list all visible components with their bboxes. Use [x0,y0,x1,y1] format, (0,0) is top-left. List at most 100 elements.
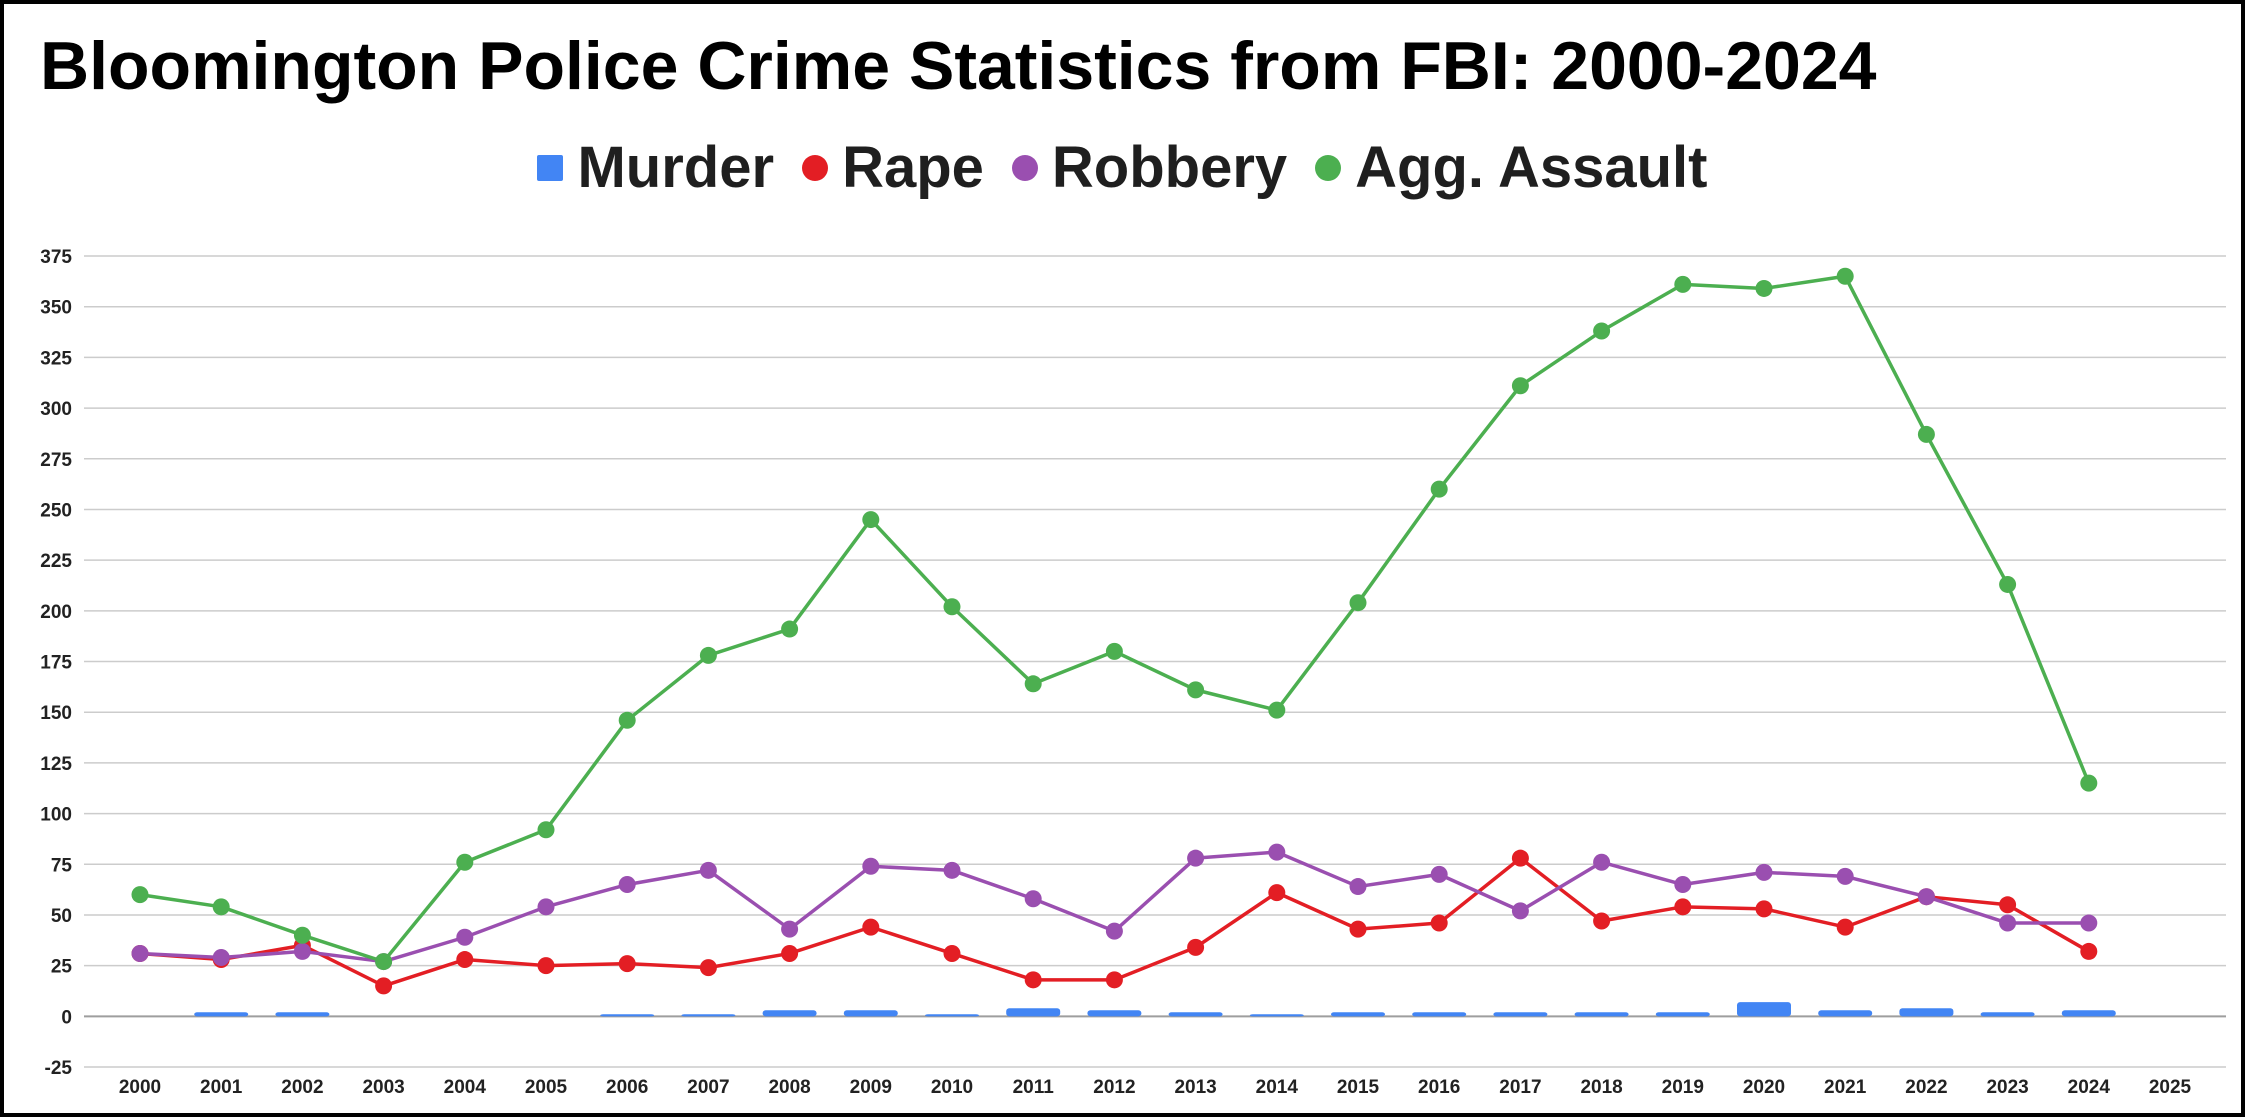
point-agg-assault [2080,774,2098,792]
point-robbery [1268,843,1286,861]
point-rape [1430,914,1448,932]
legend-item-agg-assault: Agg. Assault [1315,134,1708,201]
point-robbery [293,942,311,960]
point-robbery [1349,878,1367,896]
x-tick-label: 2024 [2068,1077,2111,1098]
murder-bar [681,1014,736,1017]
murder-bar [275,1012,330,1017]
murder-bars [194,1002,2116,1017]
x-tick-label: 2011 [1013,1077,1055,1098]
x-tick-label: 2001 [200,1077,243,1098]
x-tick-label: 2019 [1662,1077,1704,1098]
murder-bar [1655,1012,1710,1017]
series-lines [139,274,2091,988]
point-robbery [1024,890,1042,908]
y-tick-label: 325 [40,348,72,369]
point-robbery [212,949,230,967]
legend-label-robbery: Robbery [1051,135,1288,200]
murder-bar [843,1010,898,1017]
y-tick-label: 50 [51,906,72,927]
murder-bar [1006,1008,1061,1017]
point-rape [375,977,393,995]
point-robbery [2080,914,2098,932]
murder-bar [1493,1012,1548,1017]
point-rape [618,955,636,973]
y-tick-label: 100 [40,805,72,826]
x-tick-label: 2006 [606,1077,648,1098]
point-robbery [618,876,636,894]
point-robbery [1917,888,1935,906]
chart-title: Bloomington Police Crime Statistics from… [40,28,1877,104]
point-rape [1349,920,1367,938]
point-agg-assault [699,646,717,664]
legend-swatch-murder [537,154,564,181]
point-agg-assault [618,711,636,729]
point-robbery [1593,853,1611,871]
series-points [131,267,2098,995]
y-tick-label: -25 [45,1058,73,1079]
point-rape [1511,849,1529,867]
y-tick-label: 0 [61,1007,72,1028]
murder-bar [762,1010,817,1017]
murder-bar [1899,1008,1954,1017]
legend-item-rape: Rape [802,134,984,201]
murder-bar [600,1014,655,1017]
y-tick-label: 125 [40,754,72,775]
point-agg-assault [862,511,880,529]
line-agg-assault [139,274,2091,964]
point-rape [1999,896,2017,914]
legend-swatch-robbery [1011,154,1038,181]
point-robbery [1755,863,1773,881]
point-rape [1836,918,1854,936]
point-agg-assault [1349,594,1367,612]
point-agg-assault [1593,322,1611,340]
point-robbery [537,898,555,916]
murder-bar [1737,1002,1791,1017]
y-tick-label: 300 [40,399,72,420]
point-rape [781,944,799,962]
y-tick-label: 75 [51,855,73,876]
legend-label-rape: Rape [842,135,984,200]
point-rape [1105,971,1123,989]
y-tick-label: 25 [51,957,73,978]
x-tick-label: 2000 [119,1077,161,1098]
line-robbery [139,850,2089,964]
murder-bar [1168,1012,1223,1017]
x-tick-label: 2010 [931,1077,973,1098]
legend-label-agg-assault: Agg. Assault [1355,135,1708,200]
point-rape [943,944,961,962]
x-axis-ticks: 2000 2001 2002 2003 2004 2005 2006 2007 2008 2009… [119,1077,2192,1098]
x-tick-label: 2017 [1499,1077,1541,1098]
x-tick-label: 2013 [1174,1077,1216,1098]
point-agg-assault [1755,279,1773,297]
y-tick-label: 150 [40,703,72,724]
point-agg-assault [943,598,961,616]
y-tick-label: 275 [40,450,72,471]
point-agg-assault [1836,267,1854,285]
legend-label-murder: Murder [577,135,775,200]
x-tick-label: 2004 [444,1077,487,1098]
murder-bar [1574,1012,1629,1017]
point-agg-assault [1674,275,1692,293]
murder-bar [1818,1010,1873,1017]
point-agg-assault [212,898,230,916]
point-agg-assault [131,886,149,904]
point-agg-assault [537,821,555,839]
point-rape [2080,942,2098,960]
point-robbery [1430,865,1448,883]
point-agg-assault [456,853,474,871]
legend-item-robbery: Robbery [1011,134,1288,201]
x-tick-label: 2023 [1986,1077,2028,1098]
y-tick-label: 200 [40,602,72,623]
murder-bar [194,1012,249,1017]
x-tick-label: 2022 [1905,1077,1947,1098]
murder-bar [1249,1014,1304,1017]
y-tick-label: 225 [40,551,72,572]
gridlines [84,255,2226,1068]
point-agg-assault [1917,425,1935,443]
point-robbery [1511,902,1529,920]
point-rape [1593,912,1611,930]
legend-item-murder: Murder [537,134,774,201]
point-robbery [1999,914,2017,932]
point-agg-assault [1268,701,1286,719]
